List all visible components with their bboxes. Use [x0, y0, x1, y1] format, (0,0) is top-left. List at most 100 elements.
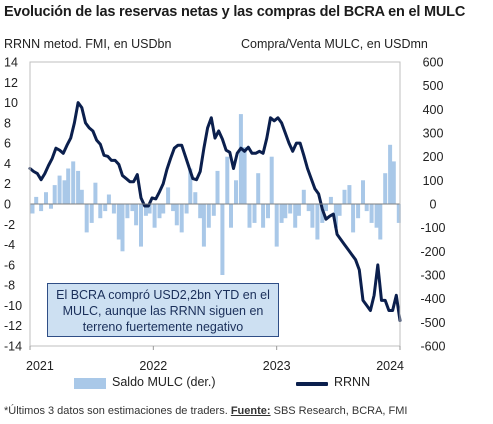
mulc-bar [396, 204, 401, 223]
mulc-bar [111, 204, 116, 214]
mulc-bar [225, 156, 230, 204]
mulc-bar [143, 204, 148, 216]
mulc-bar [125, 204, 130, 219]
mulc-bar [328, 196, 333, 204]
x-tick-label: 2023 [263, 359, 291, 373]
left-tick-label: -14 [4, 340, 22, 354]
rrnn-line [28, 101, 402, 323]
mulc-bar [76, 170, 81, 204]
mulc-bar [147, 204, 152, 214]
left-axis: -14 -12 -10 -8 -6 -4 -2 0 2 4 6 8 10 12 14 [4, 56, 22, 354]
mulc-bar [364, 204, 369, 212]
right-tick-label: -300 [420, 269, 445, 283]
right-tick-label: -100 [420, 221, 445, 235]
left-tick-label: -8 [4, 279, 15, 293]
mulc-bar [310, 204, 315, 228]
mulc-bar [44, 192, 48, 204]
mulc-bar [301, 189, 306, 204]
mulc-bar [179, 204, 184, 233]
right-tick-label: 100 [423, 174, 444, 188]
right-tick-label: 0 [430, 198, 437, 212]
footnote: *Últimos 3 datos son estimaciones de tra… [4, 405, 408, 417]
mulc-bar [174, 204, 179, 226]
mulc-bar [39, 204, 44, 212]
left-tick-label: 2 [4, 177, 11, 191]
mulc-bar [49, 204, 53, 209]
mulc-bar [333, 204, 338, 228]
mulc-bar [84, 204, 89, 233]
footnote-source-label: Fuente: [230, 405, 271, 417]
mulc-bar [288, 204, 293, 214]
mulc-bar [89, 204, 94, 223]
left-tick-label: 8 [4, 116, 11, 130]
mulc-bar [283, 204, 288, 219]
mulc-bar [134, 204, 139, 226]
mulc-bar [324, 204, 328, 212]
mulc-bar [30, 204, 35, 214]
legend-bars-label: Saldo MULC (der.) [112, 375, 216, 389]
annotation-line-2: MULC, aunque las RRNN siguen en [62, 304, 264, 318]
left-tick-label: -10 [4, 299, 22, 313]
mulc-bar [269, 156, 274, 204]
left-tick-label: -4 [4, 238, 15, 252]
mulc-bar [342, 189, 347, 204]
right-tick-label: 600 [423, 56, 444, 70]
mulc-bar [242, 147, 247, 204]
mulc-bar [247, 204, 252, 228]
plot-frame [29, 61, 401, 347]
left-tick-label: 12 [4, 76, 18, 90]
right-tick-label: 200 [423, 150, 444, 164]
legend-line-swatch [296, 382, 328, 386]
left-tick-label: 10 [4, 96, 18, 110]
mulc-bar [79, 189, 84, 204]
left-tick-label: -12 [4, 319, 22, 333]
chart-title: Evolución de las reservas netas y las co… [4, 4, 466, 20]
mulc-bar [388, 144, 393, 204]
mulc-bar [215, 170, 220, 204]
mulc-bar [347, 185, 352, 204]
mulc-bar [130, 204, 135, 212]
mulc-bar [103, 204, 108, 212]
mulc-bar [57, 175, 62, 204]
mulc-bar [315, 204, 320, 240]
mulc-bar [157, 204, 162, 219]
footnote-source: SBS Research, BCRA, FMI [270, 405, 408, 417]
mulc-bar [351, 204, 356, 233]
mulc-bar [356, 204, 361, 219]
mulc-bar [378, 204, 383, 240]
mulc-bar [161, 204, 166, 214]
mulc-bar [252, 204, 257, 223]
mulc-bar [52, 185, 57, 204]
mulc-bar [256, 173, 261, 204]
x-axis: 2021 2022 2023 2024 [26, 346, 404, 373]
mulc-bar [374, 204, 379, 228]
left-tick-label: 14 [4, 56, 18, 70]
mulc-bar [220, 204, 225, 275]
right-tick-label: -500 [420, 316, 445, 330]
left-axis-caption: RRNN metod. FMI, en USDbn [4, 37, 172, 51]
mulc-bar [229, 204, 233, 228]
mulc-bar [274, 204, 279, 247]
x-tick-label: 2021 [26, 359, 54, 373]
mulc-bar [211, 204, 216, 216]
mulc-bar [383, 173, 388, 204]
mulc-bar [193, 192, 198, 204]
mulc-bar [139, 204, 143, 247]
left-tick-label: 4 [4, 157, 11, 171]
right-tick-label: -600 [420, 340, 445, 354]
mulc-bar [306, 204, 311, 212]
right-axis: -600 -500 -400 -300 -200 -100 0 100 200 300 400 500… [420, 56, 445, 354]
mulc-bar [71, 161, 76, 204]
annotation-line-1: El BCRA compró USD2,2bn YTD en el [56, 288, 270, 302]
mulc-bar [34, 196, 39, 204]
mulc-bar [166, 187, 171, 204]
mulc-bar [266, 204, 270, 219]
mulc-bar [279, 204, 284, 223]
right-tick-label: 300 [423, 127, 444, 141]
legend-line-label: RRNN [334, 375, 371, 389]
mulc-bar [198, 204, 203, 219]
left-tick-label: -2 [4, 218, 15, 232]
mulc-bar [98, 204, 103, 219]
legend-bars-swatch [74, 378, 106, 389]
